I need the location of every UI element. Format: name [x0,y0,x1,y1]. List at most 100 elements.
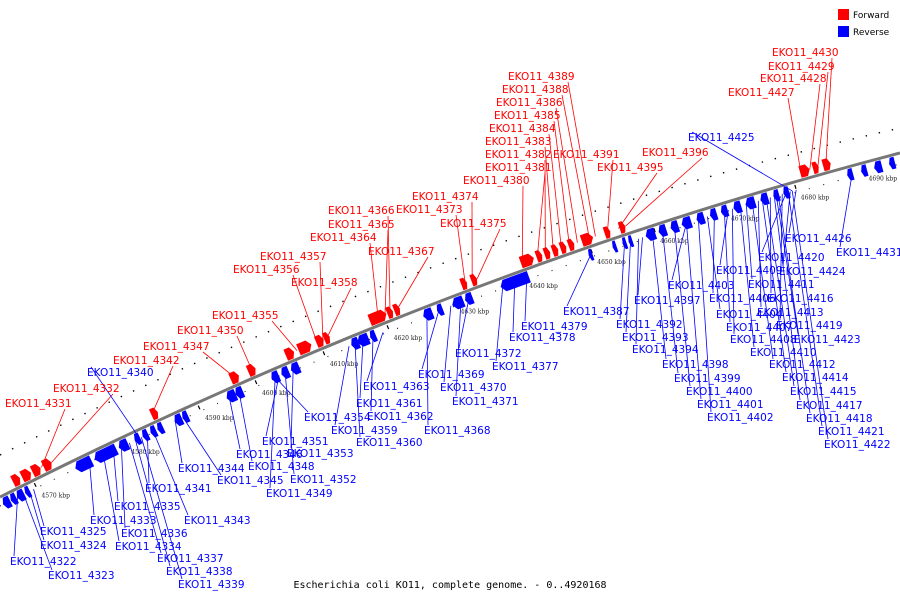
label-connector [548,133,562,249]
gene-label: EKO11_4403 [668,280,735,292]
reverse-gene [281,365,292,379]
label-connector [686,223,702,400]
label-connector [370,336,374,412]
reverse-gene [710,207,719,221]
gene-label: EKO11_4395 [597,162,664,174]
label-connector [51,393,114,463]
backbone-arc [0,151,900,499]
label-connector [524,277,528,322]
label-connector [561,94,590,239]
forward-gene [228,371,239,385]
gene-label: EKO11_4408 [730,334,797,346]
forward-gene [518,253,534,269]
reverse-gene [760,192,770,206]
label-connector [146,434,150,484]
reverse-gene [645,227,658,241]
reverse-gene [2,495,13,509]
gene-label: EKO11_4343 [184,515,251,527]
label-connector [269,377,276,489]
reverse-gene [141,428,151,442]
gene-label: EKO11_4365 [328,219,395,231]
reverse-gene [174,413,185,427]
forward-gene [617,221,626,234]
label-connector [41,408,66,468]
tick-label: 4670 kbp [731,216,760,223]
label-connector [791,190,829,440]
gene-label: EKO11_4334 [115,541,182,553]
map-caption: Escherichia coli KO11, complete genome. … [293,580,606,591]
forward-gene [469,273,478,287]
reverse-gene [156,421,166,435]
gene-label: EKO11_4426 [785,233,852,245]
label-connector [455,301,462,397]
label-connector [512,281,516,333]
gene-label: EKO11_4414 [782,372,849,384]
gene-label: EKO11_4337 [157,553,224,565]
reverse-gene [16,488,27,502]
label-connector [290,369,294,449]
label-connector [691,131,793,192]
label-connector [698,219,712,413]
gene-label: EKO11_4422 [824,439,891,451]
gene-label: EKO11_4418 [806,413,873,425]
gene-label: EKO11_4421 [818,426,885,438]
gene-label: EKO11_4429 [768,61,835,73]
gene-label: EKO11_4368 [424,425,491,437]
label-connector [555,107,578,243]
label-connector [637,237,643,296]
label-connector [228,397,241,450]
forward-gene [19,468,31,483]
gene-label: EKO11_4392 [616,319,683,331]
gene-label: EKO11_4380 [463,175,530,187]
label-connector [779,193,783,321]
forward-gene [542,247,551,260]
gene-label: EKO11_4398 [662,359,729,371]
reverse-gene [452,295,466,310]
forward-gene [392,303,401,317]
label-connector [652,234,667,360]
label-connector [135,439,171,567]
reverse-gene [118,438,131,452]
reverse-gene [235,385,246,399]
label-connector [274,376,309,413]
label-connector [839,173,853,248]
reverse-gene [149,424,159,438]
gene-label: EKO11_4431 [836,247,900,259]
label-connector [536,172,546,257]
gene-label: EKO11_4340 [87,367,154,379]
gene-label: EKO11_4335 [114,501,181,513]
gene-label: EKO11_4349 [266,488,333,500]
reverse-gene [290,361,302,375]
gene-label: EKO11_4371 [452,396,519,408]
label-connector [426,314,429,426]
label-connector [817,71,829,168]
reverse-gene [696,211,707,225]
gene-label: EKO11_4345 [217,475,284,487]
label-connector [443,305,452,383]
reverse-gene [369,329,379,343]
gene-label: EKO11_4367 [368,246,435,258]
gene-label: EKO11_4354 [304,412,371,424]
label-connector [113,450,119,502]
tick-label: 4630 kbp [461,309,490,316]
gene-label: EKO11_4322 [10,556,77,568]
gene-label: EKO11_4358 [291,277,358,289]
gene-label: EKO11_4407 [726,322,793,334]
label-connector [775,195,799,335]
gene-label: EKO11_4415 [790,386,857,398]
gene-label: EKO11_4382 [485,149,552,161]
gene-label: EKO11_4362 [367,411,434,423]
tick-label: 4650 kbp [597,259,626,266]
forward-gene [283,347,295,361]
label-connector [366,332,384,382]
reverse-gene [226,388,239,403]
label-connector [129,442,162,554]
gene-label: EKO11_4353 [287,448,354,460]
label-connector [29,491,45,541]
label-connector [121,446,126,529]
label-connector [731,208,735,335]
label-connector [662,230,679,374]
forward-gene [148,407,159,421]
reverse-gene [500,271,531,292]
gene-label: EKO11_4393 [622,332,689,344]
